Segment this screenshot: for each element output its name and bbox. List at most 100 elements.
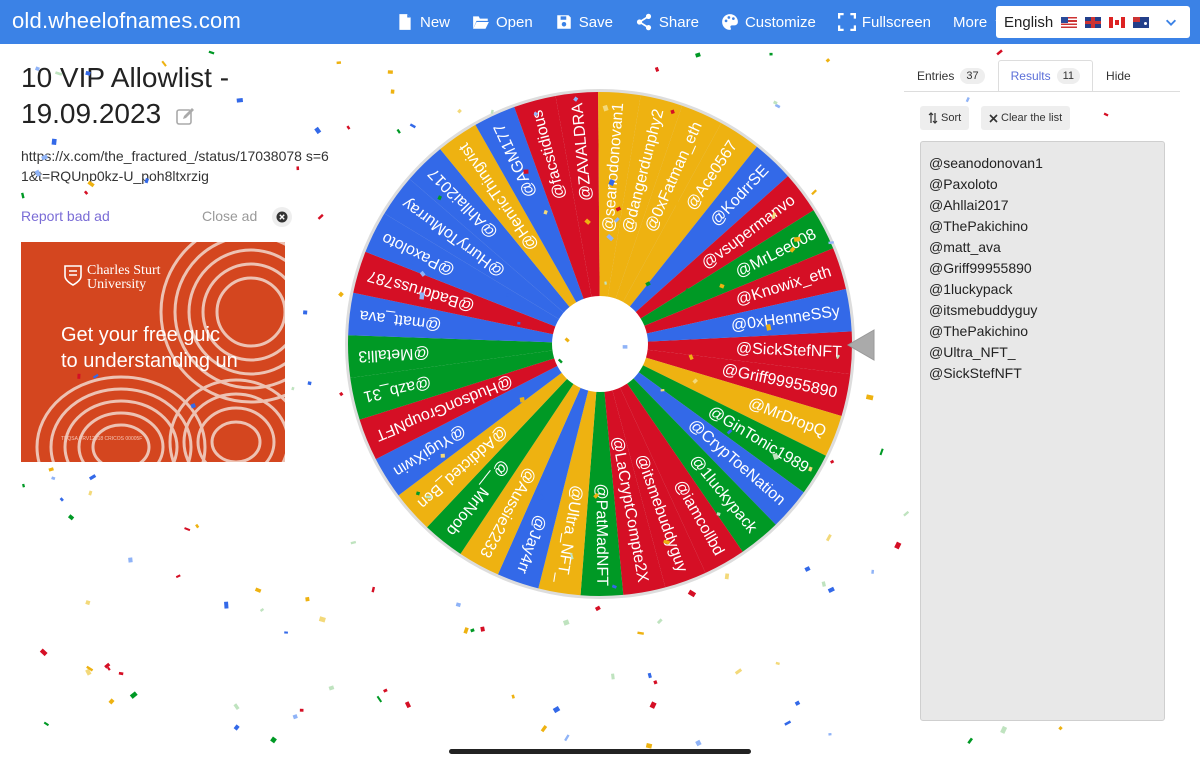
ad-logo-line2: University: [87, 277, 147, 292]
wheel-segment: [600, 331, 853, 375]
customize-button[interactable]: Customize: [721, 13, 816, 31]
wheel-segment: [600, 95, 683, 344]
ad-logo-text: Charles Sturt University: [87, 264, 161, 292]
wheel-container[interactable]: @SickStefNFT @Griff99955890 @MrDropQ @GinTo…: [340, 84, 860, 604]
confetti-piece: [85, 668, 92, 676]
confetti-piece: [794, 700, 801, 706]
site-brand[interactable]: old.wheelofnames.com: [12, 8, 242, 33]
report-bad-ad-link[interactable]: Report bad ad: [21, 208, 110, 224]
confetti-piece: [594, 605, 601, 612]
result-item: @ThePakichino: [929, 218, 1029, 234]
results-textarea[interactable]: @seanodonovan1 @Paxoloto @Ahllai2017 @Th…: [920, 141, 1165, 721]
file-icon: [399, 14, 411, 30]
confetti-piece: [965, 97, 970, 103]
wheel-segment: [600, 176, 814, 344]
language-select[interactable]: English: [996, 6, 1190, 38]
confetti-piece: [118, 671, 124, 676]
confetti-piece: [511, 694, 515, 699]
wheel-segment: [398, 344, 600, 528]
confetti-piece: [637, 631, 644, 635]
confetti-piece: [695, 739, 702, 747]
confetti-piece: [387, 70, 393, 74]
confetti-piece: [303, 310, 308, 315]
confetti-piece: [404, 701, 412, 709]
confetti-piece: [129, 691, 138, 699]
confetti-piece: [184, 527, 191, 532]
wheel-segment: [497, 344, 600, 589]
confetti-piece: [43, 721, 50, 727]
wheel-segment: [600, 344, 706, 588]
result-item: @SickStefNFT: [929, 365, 1022, 381]
tab-hide[interactable]: Hide: [1093, 60, 1144, 92]
close-ad-button[interactable]: [272, 207, 292, 227]
australia-flag-icon: [1133, 16, 1150, 28]
wheel-segment: [600, 344, 851, 416]
university-crest-icon: [64, 265, 82, 286]
confetti-piece: [645, 742, 653, 749]
confetti-piece: [259, 608, 265, 612]
spinning-wheel[interactable]: @SickStefNFT@Griff99955890@MrDropQ@GinTo…: [340, 84, 860, 604]
tab-results[interactable]: Results 11: [997, 60, 1094, 92]
confetti-piece: [51, 138, 57, 145]
confetti-piece: [128, 557, 133, 563]
confetti-piece: [784, 720, 792, 726]
canada-flag-icon: [1109, 16, 1126, 28]
confetti-piece: [825, 58, 831, 63]
home-indicator: [449, 749, 751, 754]
save-button[interactable]: Save: [555, 13, 613, 31]
confetti-piece: [106, 666, 111, 671]
open-label: Open: [496, 13, 533, 31]
sort-button[interactable]: Sort: [920, 106, 970, 130]
wheel-segment: [348, 335, 600, 378]
wheel-pointer-icon: [846, 329, 875, 361]
advertisement[interactable]: Charles Sturt University Get your free g…: [21, 242, 285, 462]
confetti-piece: [318, 616, 326, 623]
wheel-segment: [350, 344, 600, 420]
entries-count-badge: 37: [960, 68, 985, 84]
confetti-piece: [996, 49, 1003, 56]
confetti-piece: [1058, 725, 1063, 731]
edit-icon[interactable]: [175, 106, 197, 126]
wheel-segment: [580, 344, 624, 597]
confetti-piece: [552, 705, 561, 714]
confetti-piece: [175, 574, 181, 579]
sort-label: Sort: [941, 112, 962, 124]
wheel-segment: [600, 123, 757, 344]
close-icon: [276, 211, 288, 223]
confetti-piece: [470, 628, 475, 633]
confetti-piece: [108, 698, 115, 705]
fullscreen-button[interactable]: Fullscreen: [837, 13, 931, 31]
confetti-piece: [865, 394, 874, 401]
wheel-center-hub[interactable]: [552, 296, 648, 392]
confetti-piece: [317, 213, 324, 220]
fullscreen-icon: [837, 13, 856, 31]
wheel-segment: [375, 344, 600, 496]
new-button[interactable]: New: [396, 13, 450, 31]
wheel-segment: [475, 107, 600, 345]
open-button[interactable]: Open: [472, 13, 533, 31]
wheel-segment: [600, 344, 666, 595]
wheel-segment: [600, 210, 834, 344]
confetti-piece: [284, 631, 288, 634]
save-label: Save: [578, 13, 613, 31]
wheel-title: 10 VIP Allowlist - 19.09.2023: [21, 60, 321, 132]
wheel-segment: [600, 146, 788, 344]
confetti-piece: [562, 619, 570, 626]
wheel-segment: [555, 92, 600, 345]
confetti-piece: [480, 626, 485, 632]
wheel-segment: [514, 95, 600, 344]
result-item: @1luckypack: [929, 281, 1013, 297]
result-item: @Ultra_NFT_: [929, 344, 1016, 360]
confetti-piece: [51, 476, 56, 481]
confetti-piece: [270, 736, 277, 744]
confetti-piece: [233, 703, 240, 710]
confetti-piece: [653, 680, 658, 685]
share-button[interactable]: Share: [635, 13, 699, 31]
wheel-segment: [538, 344, 600, 596]
clear-list-button[interactable]: Clear the list: [981, 106, 1071, 130]
tab-entries[interactable]: Entries 37: [904, 60, 998, 92]
wheel-segment: [348, 292, 600, 344]
confetti-piece: [871, 569, 875, 574]
close-ad-label[interactable]: Close ad: [202, 208, 258, 224]
wheel-segment: [409, 149, 600, 344]
